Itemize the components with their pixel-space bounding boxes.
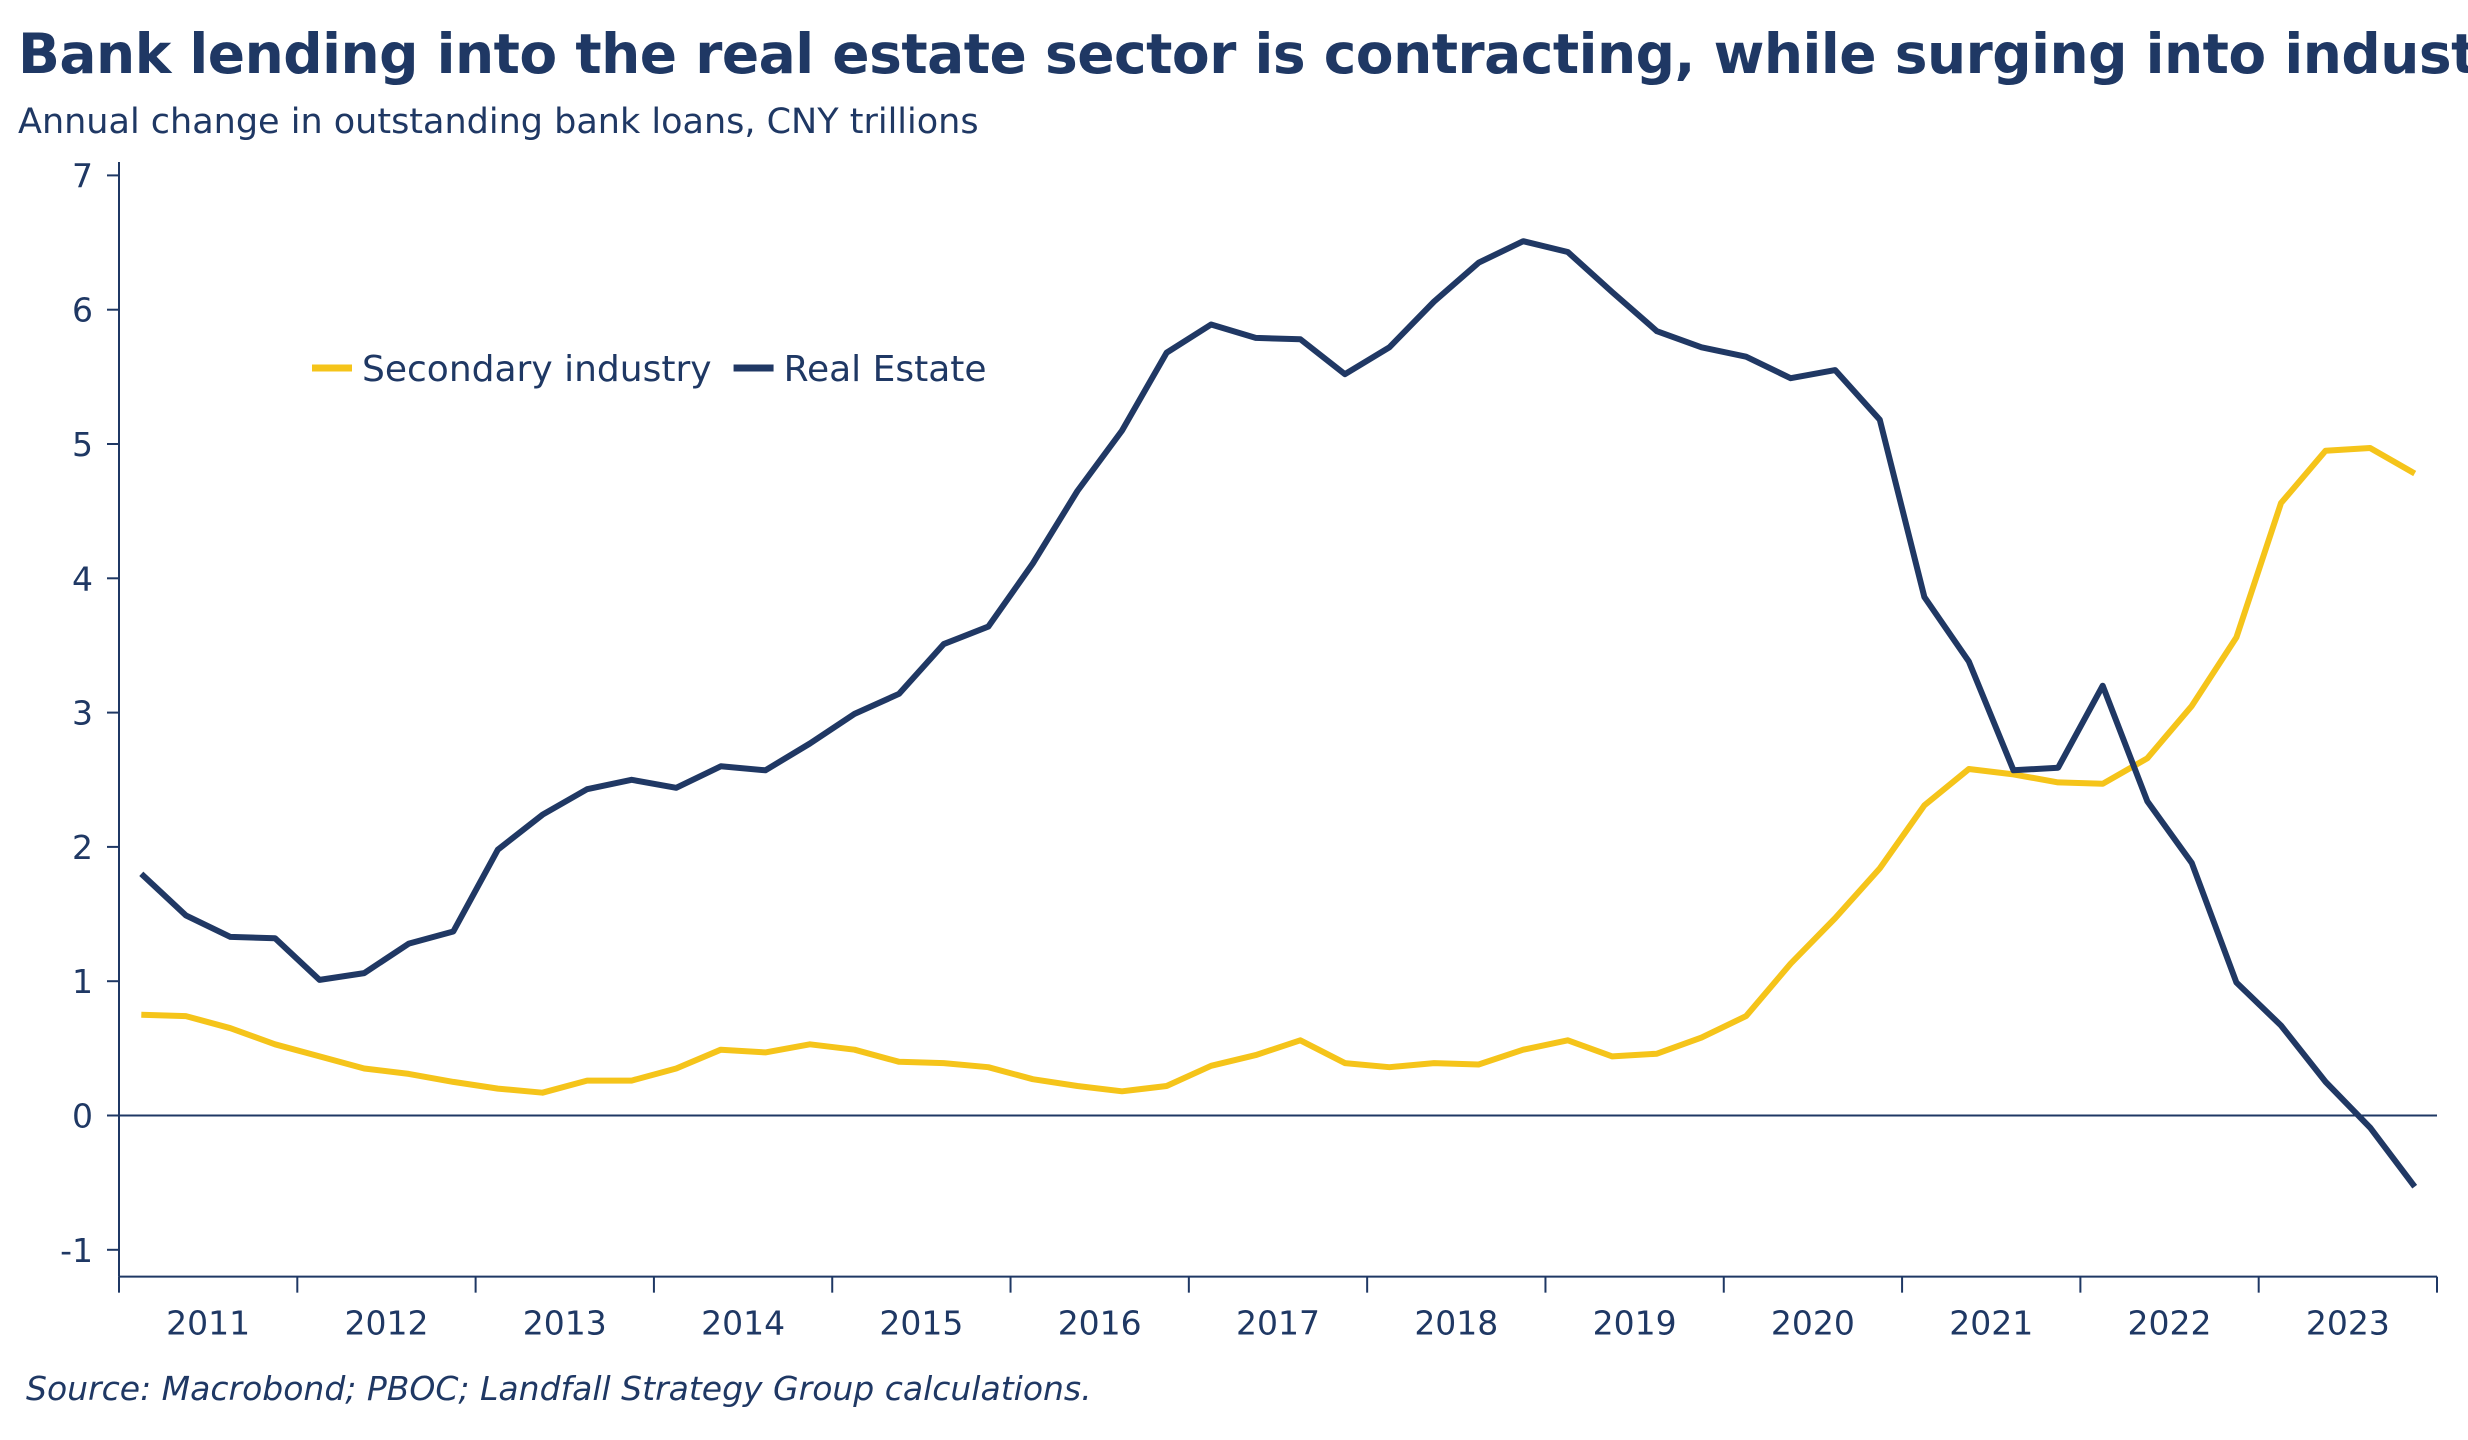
y-tick-label: 5 [72,425,93,464]
chart-subtitle: Annual change in outstanding bank loans,… [18,102,979,142]
x-tick-label: 2020 [1771,1304,1855,1343]
x-tick-label: 2016 [1058,1304,1142,1343]
y-tick-label: 1 [72,962,93,1001]
x-tick-label: 2018 [1414,1304,1498,1343]
x-tick-label: 2012 [344,1304,428,1343]
x-tick-label: 2022 [2128,1304,2212,1343]
x-tick-label: 2015 [879,1304,963,1343]
x-tick-label: 2017 [1236,1304,1320,1343]
source-note: Source: Macrobond; PBOC; Landfall Strate… [26,1369,1092,1408]
chart-title: Bank lending into the real estate sector… [18,22,2468,86]
y-tick-label: 4 [72,559,93,598]
x-tick-label: 2021 [1949,1304,2033,1343]
y-tick-label: 3 [72,694,93,733]
y-tick-label: 7 [72,156,93,195]
legend-label-secondary-industry: Secondary industry [362,349,712,390]
x-tick-label: 2023 [2306,1304,2390,1343]
x-tick-label: 2014 [701,1304,785,1343]
y-tick-label: 0 [72,1097,93,1136]
y-tick-label: -1 [60,1231,93,1270]
legend-label-real-estate: Real Estate [784,349,987,390]
x-tick-label: 2013 [523,1304,607,1343]
x-tick-label: 2019 [1593,1304,1677,1343]
y-tick-label: 6 [72,291,93,330]
series-line-secondary-industry [141,445,2417,1096]
y-tick-label: 2 [72,828,93,867]
series-line-real-estate [139,238,2418,1189]
x-tick-label: 2011 [166,1304,250,1343]
